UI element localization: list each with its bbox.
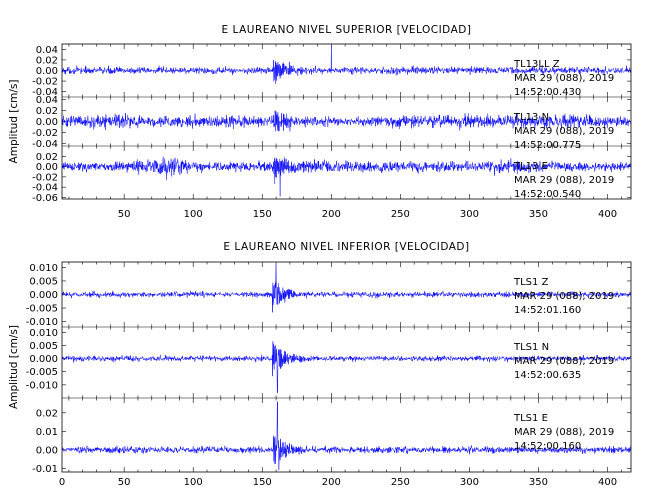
trace-date-label: MAR 29 (088), 2019 [514,427,614,438]
x-tick-label: 100 [184,477,203,488]
trace-panel: 0.02 0.01 0.00 -0.01 TLS1 E MAR 29 (088), 201… [32,397,632,475]
y-tick-label: 0.010 [29,328,58,339]
y-tick-label: -0.010 [26,380,58,391]
seismic-trace [61,341,632,393]
y-tick-label: -0.02 [32,172,58,183]
chart-title: E LAUREANO NIVEL SUPERIOR [VELOCIDAD] [222,24,472,36]
y-tick-label: -0.04 [32,183,58,194]
station-channel-label: TL13LL Z [513,59,560,70]
y-tick-label: 0.04 [36,45,58,56]
y-tick-label: -0.005 [26,304,58,315]
chart-title: E LAUREANO NIVEL INFERIOR [VELOCIDAD] [223,241,469,253]
x-tick-label: 150 [253,477,272,488]
trace-start-time-label: 14:52:00.540 [514,189,581,200]
y-tick-label: 0.01 [36,427,58,438]
x-tick-label: 350 [529,477,548,488]
y-tick-label: 0.000 [29,354,58,365]
station-channel-label: TL13 N [513,112,549,123]
seismic-trace [61,44,632,85]
seismic-trace [61,110,632,132]
trace-panel: 0.010 0.005 0.000 -0.005 -0.010 TLS1 N MAR 29 … [26,326,632,398]
x-tick-label: 100 [184,209,203,220]
trace-start-time-label: 14:52:00.635 [514,370,581,381]
y-tick-label: 0.02 [36,408,58,419]
x-tick-label: 350 [529,209,548,220]
x-tick-label: 250 [391,477,410,488]
x-tick-label: 200 [322,209,341,220]
x-tick-label: 400 [598,209,617,220]
y-tick-label: 0.02 [36,152,58,163]
y-tick-label: 0.005 [29,276,58,287]
y-tick-label: -0.02 [32,77,58,88]
trace-panel: 0.040.020.00-0.02-0.04 TL13 N MAR 29 (088)… [32,95,632,151]
y-axis-label: Amplitud [cm/s] [8,325,20,409]
y-tick-label: -0.010 [26,317,58,328]
y-tick-label: 0.04 [36,95,58,106]
trace-date-label: MAR 29 (088), 2019 [514,175,614,186]
station-channel-label: TLS1 N [513,342,549,353]
seismic-trace [61,264,632,313]
trace-panel: 0.010 0.005 0.000 -0.005 -0.010 TLS1 Z MAR 29 … [26,262,632,328]
x-tick-label: 300 [460,477,479,488]
y-tick-label: 0.000 [29,290,58,301]
trace-start-time-label: 14:52:00.775 [514,140,581,151]
y-tick-label: 0.005 [29,341,58,352]
trace-date-label: MAR 29 (088), 2019 [514,73,614,84]
y-tick-label: -0.01 [32,464,58,475]
plot-frame [61,261,632,473]
x-tick-label: 50 [118,477,131,488]
x-tick-label: 300 [460,209,479,220]
seismic-trace [61,156,632,197]
y-tick-label: -0.06 [32,193,58,204]
plot-frame [61,43,632,200]
trace-panel: 0.040.020.00-0.02-0.04 TL13LL Z MAR 29 (08… [32,44,632,98]
y-tick-label: 0.02 [36,106,58,117]
trace-start-time-label: 14:52:01.160 [514,305,581,316]
station-channel-label: TLS1 E [513,413,548,424]
trace-start-time-label: 14:52:00.160 [514,441,581,452]
station-channel-label: TLS1 Z [513,277,549,288]
y-tick-label: -0.04 [32,139,58,150]
y-tick-label: 0.010 [29,263,58,274]
y-axis-label: Amplitud [cm/s] [8,80,20,164]
y-tick-label: -0.04 [32,87,58,98]
station-channel-label: TL13 E [513,161,548,172]
y-tick-label: 0.02 [36,55,58,66]
trace-date-label: MAR 29 (088), 2019 [514,126,614,137]
y-tick-label: -0.005 [26,367,58,378]
trace-panel: 0.020.00-0.02-0.04-0.06 TL13 E MAR 29 (088… [32,145,632,204]
trace-start-time-label: 14:52:00.430 [514,87,581,98]
trace-date-label: MAR 29 (088), 2019 [514,356,614,367]
x-tick-label: 50 [118,209,131,220]
x-tick-label: 200 [322,477,341,488]
y-tick-label: 0.00 [36,445,58,456]
y-tick-label: 0.00 [36,162,58,173]
x-tick-label: 0 [59,477,65,488]
y-tick-label: -0.02 [32,128,58,139]
trace-date-label: MAR 29 (088), 2019 [514,291,614,302]
x-tick-label: 400 [598,477,617,488]
y-tick-label: 0.00 [36,117,58,128]
seismic-trace [61,401,632,471]
y-tick-label: 0.00 [36,66,58,77]
x-tick-label: 250 [391,209,410,220]
x-tick-label: 150 [253,209,272,220]
